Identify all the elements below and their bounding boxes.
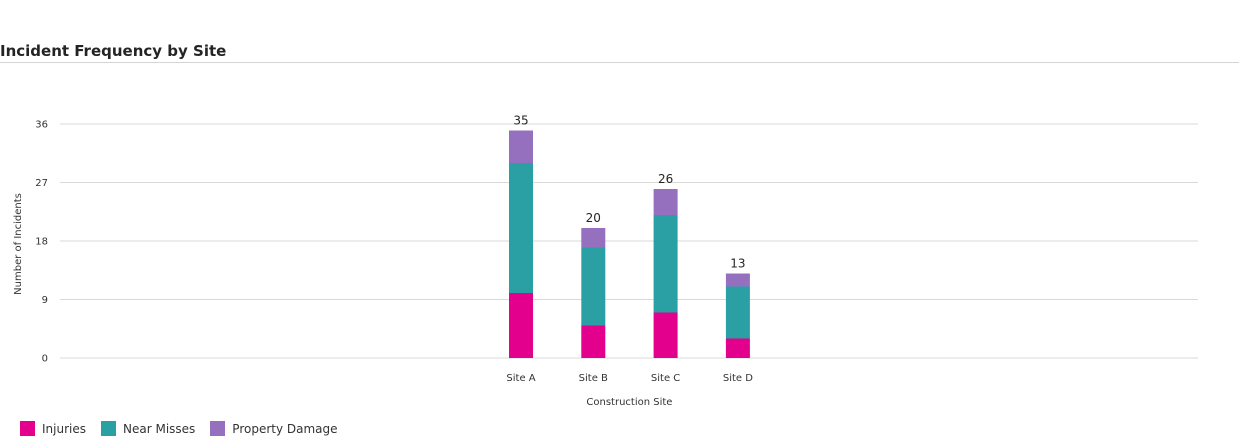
- legend-item[interactable]: Property Damage: [210, 421, 338, 436]
- bar-segment-injuries: [509, 293, 533, 358]
- bar-total-label: 26: [658, 172, 673, 186]
- bar-total-label: 13: [730, 257, 745, 271]
- bar-segment-near-misses: [581, 247, 606, 326]
- chart-legend: Injuries Near Misses Property Damage: [20, 421, 353, 436]
- chart-title: Incident Frequency by Site: [0, 42, 227, 60]
- legend-swatch: [101, 421, 116, 436]
- bar-segment-near-misses: [725, 286, 750, 339]
- bar-segment-near-misses: [653, 215, 678, 313]
- y-tick-label: 0: [42, 354, 48, 365]
- bar-segment-property-damage: [509, 130, 533, 163]
- y-tick-label: 36: [35, 120, 48, 131]
- x-tick-label: Site A: [506, 373, 535, 384]
- bar-total-label: 20: [586, 211, 601, 225]
- bar-segment-property-damage: [725, 273, 750, 287]
- bar-segment-injuries: [725, 338, 750, 358]
- y-tick-label: 9: [42, 295, 48, 306]
- bar-total-label: 35: [513, 114, 528, 128]
- legend-swatch: [210, 421, 226, 436]
- bar-segment-near-misses: [509, 163, 533, 293]
- bar-segment-property-damage: [653, 189, 678, 215]
- y-tick-label: 18: [35, 237, 48, 248]
- bar-segment-injuries: [653, 312, 678, 358]
- x-tick-label: Site D: [723, 373, 753, 384]
- legend-swatch: [20, 421, 35, 436]
- panel-header: Incident Frequency by Site: [0, 38, 1239, 63]
- x-tick-label: Site B: [579, 373, 608, 384]
- legend-label: Injuries: [42, 421, 86, 436]
- x-tick-label: Site C: [651, 373, 680, 384]
- y-axis-title: Number of Incidents: [13, 193, 24, 295]
- legend-item[interactable]: Near Misses: [101, 421, 195, 436]
- bar-segment-injuries: [581, 325, 606, 358]
- y-tick-label: 27: [35, 178, 48, 189]
- legend-label: Near Misses: [123, 421, 196, 436]
- bar-segment-property-damage: [581, 228, 606, 248]
- legend-item[interactable]: Injuries: [20, 421, 86, 436]
- legend-label: Property Damage: [232, 421, 338, 436]
- x-axis-title: Construction Site: [586, 397, 672, 408]
